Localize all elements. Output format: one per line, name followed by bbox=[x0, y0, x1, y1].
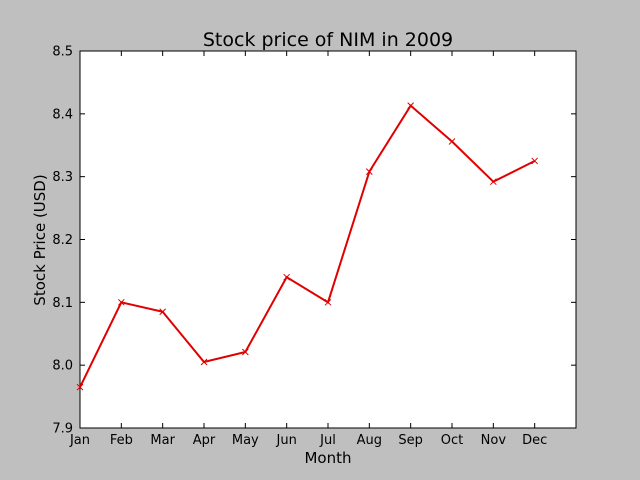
x-tick-label: May bbox=[232, 433, 259, 448]
data-point-marker bbox=[200, 358, 208, 366]
marker-stroke bbox=[365, 168, 373, 175]
marker-stroke bbox=[200, 358, 208, 366]
y-tick-label: 8.5 bbox=[52, 45, 73, 60]
x-tick-label: Aug bbox=[357, 433, 382, 448]
y-tick-label: 8.2 bbox=[52, 233, 73, 248]
plot-area bbox=[79, 50, 577, 429]
x-tick-label: Dec bbox=[522, 433, 547, 448]
x-tick-label: Oct bbox=[441, 433, 463, 448]
marker-stroke bbox=[76, 383, 84, 391]
y-tick-label: 8.1 bbox=[52, 296, 73, 311]
data-point-marker bbox=[365, 168, 373, 175]
x-tick-label: Sep bbox=[398, 433, 423, 448]
y-tick-label: 7.9 bbox=[52, 422, 73, 437]
data-point-marker bbox=[531, 157, 539, 165]
x-axis-label: Month bbox=[304, 449, 351, 467]
marker-stroke bbox=[117, 298, 125, 306]
marker-stroke bbox=[241, 348, 249, 356]
data-point-marker bbox=[448, 138, 456, 145]
marker-stroke bbox=[531, 157, 539, 165]
data-point-marker bbox=[241, 348, 249, 356]
data-point-marker bbox=[159, 308, 167, 316]
data-point-marker bbox=[407, 102, 415, 110]
x-tick-label: Jun bbox=[276, 433, 297, 448]
y-axis-label: Stock Price (USD) bbox=[31, 174, 49, 305]
ticks-layer: Jan Feb Mar Apr May Jun Jul Aug Sep Oct Nov Dec 7.9 8… bbox=[52, 45, 576, 448]
marker-stroke bbox=[283, 273, 291, 281]
x-tick-label: Mar bbox=[150, 433, 175, 448]
marker-stroke bbox=[489, 178, 497, 186]
data-point-marker bbox=[324, 298, 332, 306]
marker-stroke bbox=[324, 298, 332, 306]
data-point-marker bbox=[489, 178, 497, 186]
chart-title: Stock price of NIM in 2009 bbox=[203, 29, 453, 51]
x-tick-label: Jan bbox=[69, 433, 90, 448]
y-tick-label: 8.4 bbox=[52, 107, 73, 122]
marker-stroke bbox=[448, 138, 456, 145]
series-layer bbox=[76, 102, 539, 391]
x-tick-label: Feb bbox=[110, 433, 133, 448]
marker-stroke bbox=[407, 102, 415, 110]
marker-stroke bbox=[159, 308, 167, 316]
data-point-marker bbox=[283, 273, 291, 281]
x-tick-label: Nov bbox=[481, 433, 507, 448]
x-tick-label: Jul bbox=[319, 433, 336, 448]
y-tick-label: 8.0 bbox=[52, 359, 73, 374]
y-tick-label: 8.3 bbox=[52, 170, 73, 185]
data-point-marker bbox=[76, 383, 84, 391]
series-line bbox=[79, 104, 536, 388]
data-point-marker bbox=[117, 298, 125, 306]
x-tick-label: Apr bbox=[193, 433, 216, 448]
